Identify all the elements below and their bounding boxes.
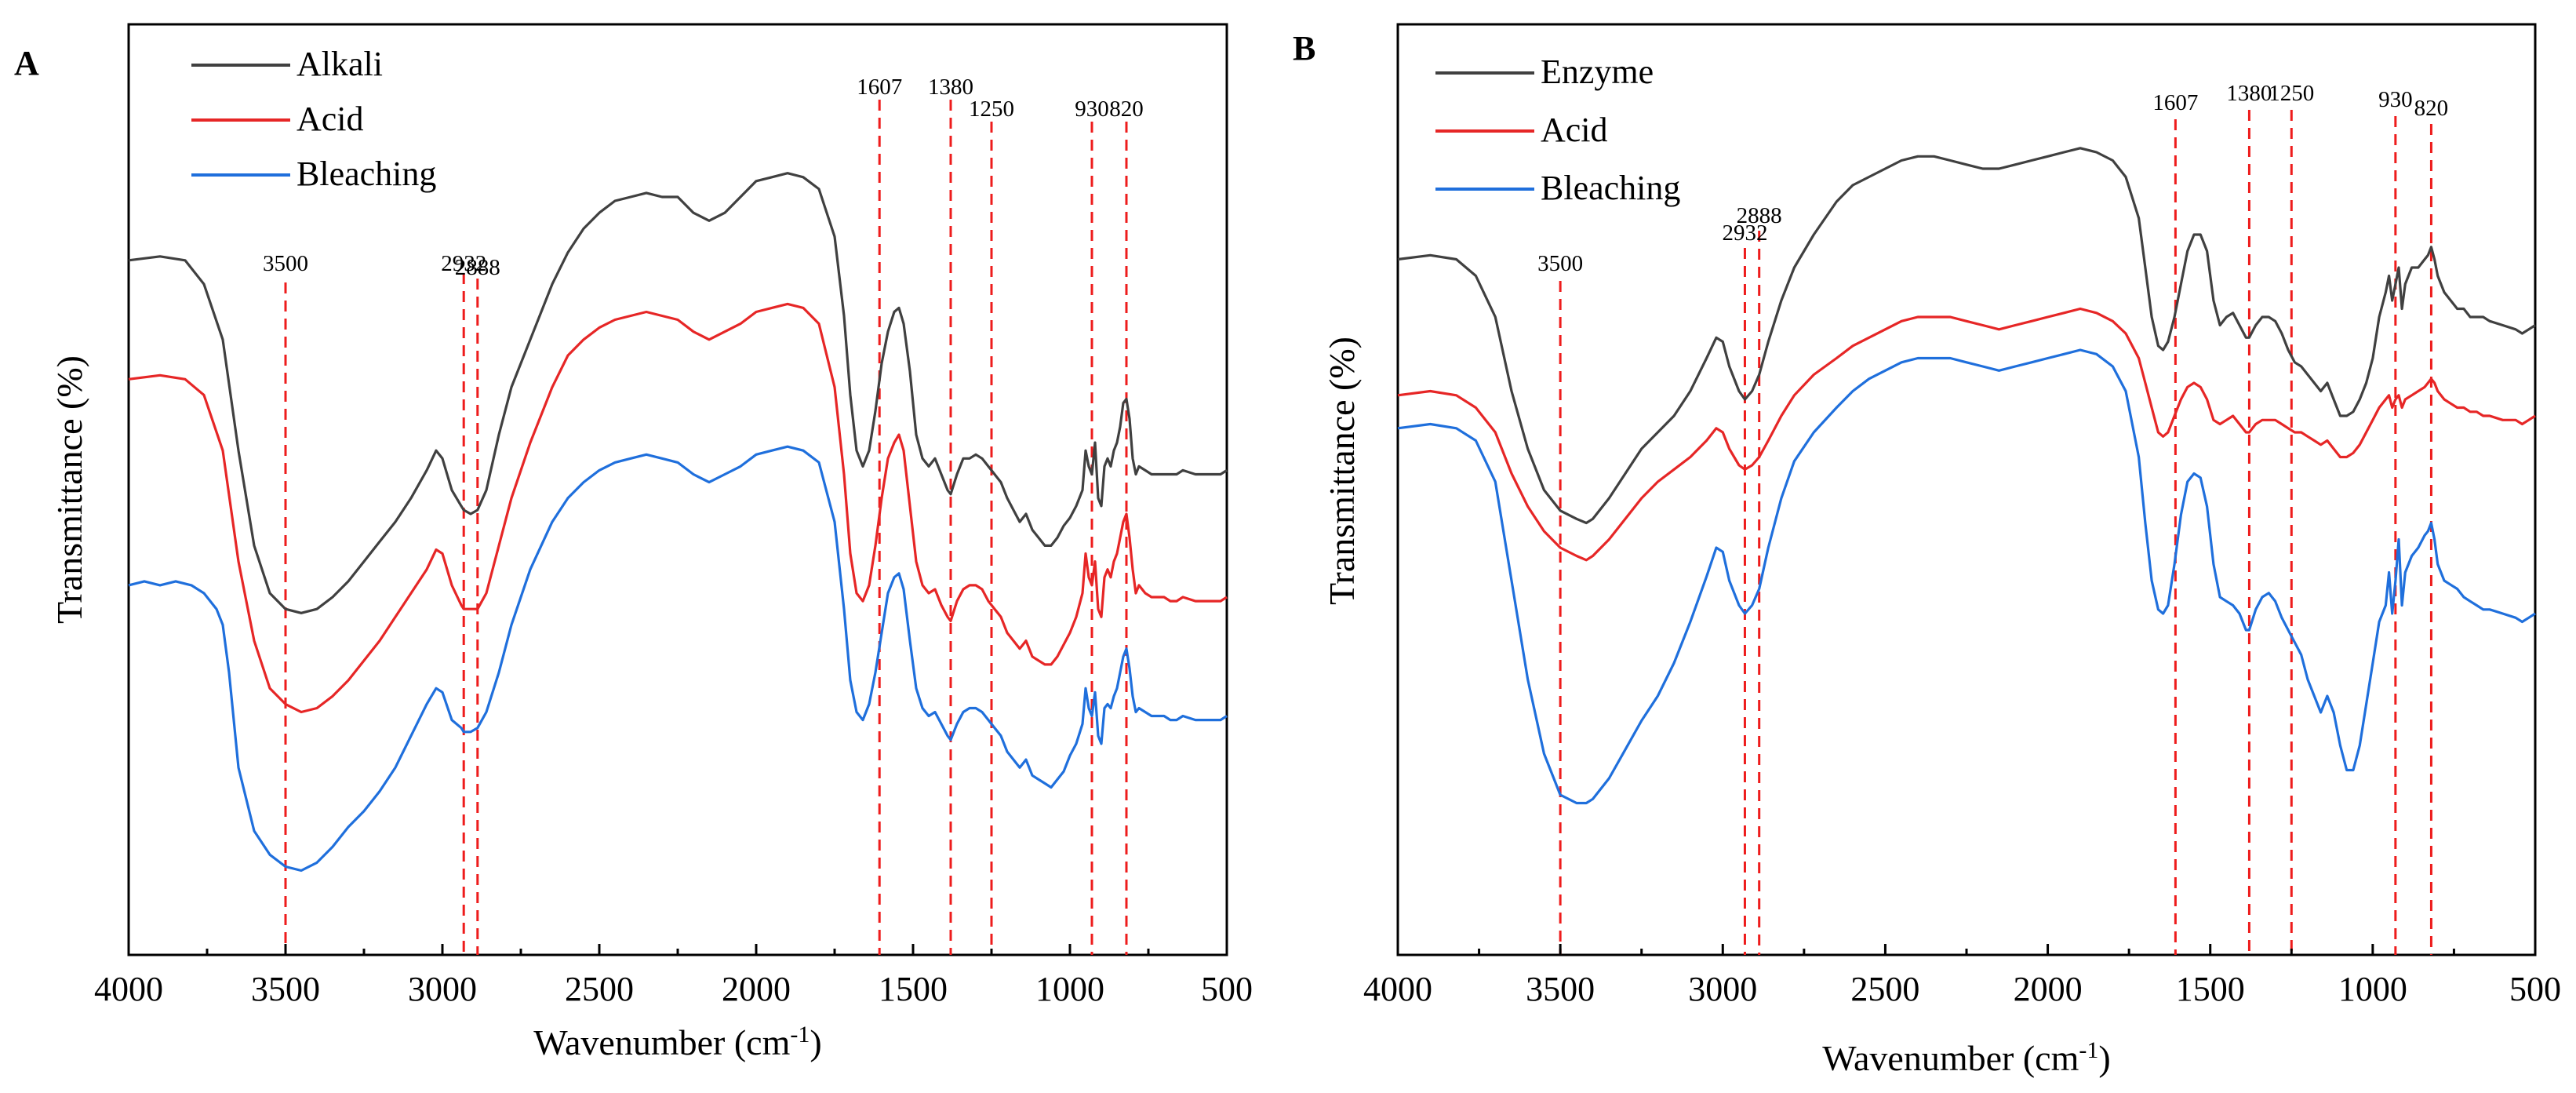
panel-b-x-ticks [1396,944,2537,955]
x-tick-label-2500: 2500 [1850,970,1919,1008]
panel-a-label: A [14,44,39,82]
x-tick-label-1000: 1000 [2338,970,2407,1008]
legend-label-acid: Acid [1541,111,1608,149]
x-tick-label-3500: 3500 [1526,970,1595,1008]
series-line-acid [128,302,1228,714]
panel-a: A 4000 3500 3000 2500 2000 1500 1000 500 3500 29… [14,23,1253,1062]
panel-a-x-tick-labels: 4000 3500 3000 2500 2000 1500 1000 500 [94,970,1253,1008]
peak-label-3500: 3500 [1537,251,1583,276]
panel-b-x-axis-title: Wavenumber (cm-1) [1822,1037,2110,1078]
peak-label-1607: 1607 [2152,90,2198,115]
panel-b-peak-lines [1559,110,2432,955]
x-tick-label-500: 500 [1201,970,1253,1008]
x-tick-label-2000: 2000 [2014,970,2083,1008]
panel-b-y-axis-title: Transmittance (%) [1322,337,1362,605]
x-tick-label-500: 500 [2509,970,2561,1008]
series-line-acid [1397,307,2536,562]
peak-label-2888: 2888 [455,255,500,280]
legend-label-alkali: Alkali [297,45,383,83]
x-tick-label-3000: 3000 [408,970,477,1008]
panel-a-legend: Alkali Acid Bleaching [191,45,436,193]
legend-label-bleaching: Bleaching [297,155,436,193]
panel-b-legend: Enzyme Acid Bleaching [1435,53,1680,207]
panel-b-x-tick-labels: 4000 3500 3000 2500 2000 1500 1000 500 [1363,970,2561,1008]
peak-label-820: 820 [2414,96,2449,121]
panel-b-series-lines [1397,147,2536,805]
peak-label-1607: 1607 [857,75,902,100]
series-line-alkali [128,172,1228,614]
peak-label-2888: 2888 [1737,203,1782,228]
legend-label-enzyme: Enzyme [1541,53,1654,91]
peak-label-930: 930 [1075,97,1109,122]
x-tick-label-3000: 3000 [1688,970,1757,1008]
peak-label-2932: 2932 [1722,220,1767,246]
x-tick-label-3500: 3500 [251,970,320,1008]
panel-b-label: B [1293,29,1315,67]
peak-label-2932: 2932 [441,251,486,276]
peak-label-1250: 1250 [2269,81,2314,106]
x-tick-label-2000: 2000 [722,970,791,1008]
series-line-bleaching [1397,348,2536,805]
legend-label-bleaching: Bleaching [1541,169,1680,207]
peak-label-820: 820 [1109,97,1144,122]
panel-a-y-axis-title: Transmittance (%) [49,355,89,624]
panel-a-plot-frame [127,23,1228,956]
panel-b: B 4000 3500 3000 2500 2000 1500 1000 500 3500 29… [1293,23,2561,1078]
x-tick-label-4000: 4000 [1363,970,1432,1008]
x-tick-label-1500: 1500 [879,970,948,1008]
series-line-bleaching [128,445,1228,873]
legend-label-acid: Acid [297,100,364,138]
x-tick-label-1500: 1500 [2176,970,2245,1008]
panel-a-x-axis-title: Wavenumber (cm-1) [533,1022,821,1062]
panel-a-peak-lines [284,100,1128,955]
x-tick-label-2500: 2500 [565,970,634,1008]
peak-label-1380: 1380 [2226,81,2272,106]
x-tick-label-4000: 4000 [94,970,163,1008]
panel-a-x-ticks [127,944,1228,955]
x-tick-label-1000: 1000 [1035,970,1104,1008]
panel-a-series-lines [128,172,1228,873]
peak-label-3500: 3500 [263,251,308,276]
peak-label-1380: 1380 [928,75,973,100]
peak-label-1250: 1250 [969,97,1014,122]
series-line-enzyme [1397,147,2536,525]
peak-label-930: 930 [2378,87,2413,112]
